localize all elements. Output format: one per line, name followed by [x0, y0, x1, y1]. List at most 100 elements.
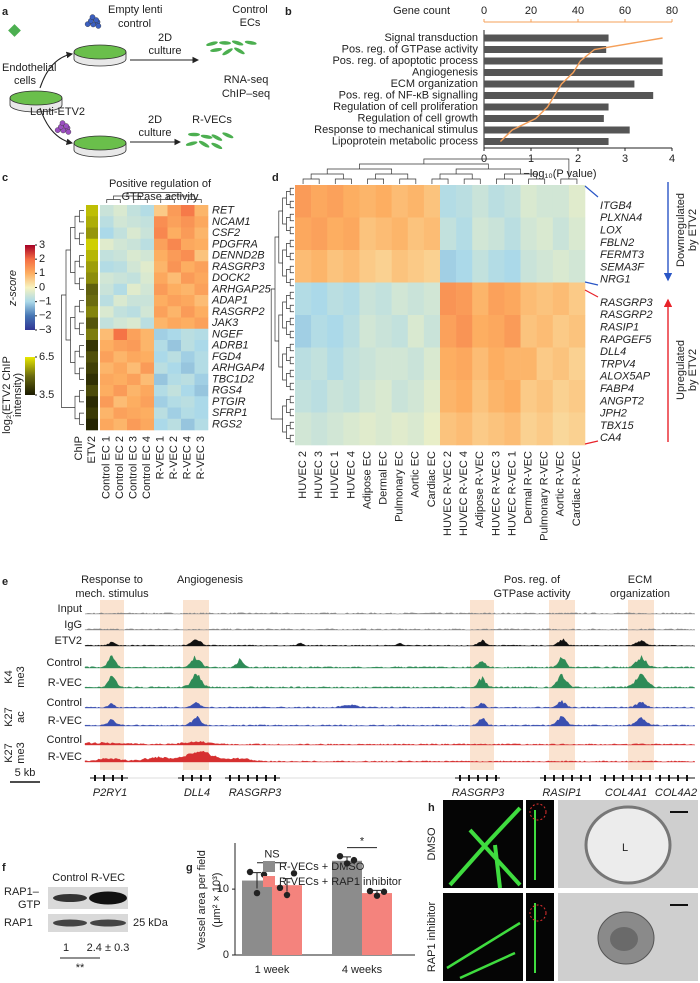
heatmap-cell	[113, 261, 128, 273]
heatmap-cell	[167, 283, 182, 296]
heatmap-cell	[100, 227, 114, 240]
heatmap-cell	[181, 373, 195, 386]
exon	[238, 775, 240, 781]
heatmap-cell	[100, 362, 114, 375]
heatmap-cell	[568, 380, 586, 413]
annotation-cell	[86, 328, 98, 341]
schematic-text: RNA-seq	[224, 74, 269, 86]
heatmap-cell	[113, 396, 128, 408]
heatmap-cell	[113, 238, 128, 251]
heatmap-cell	[552, 412, 570, 446]
column-label: R-VEC 3	[195, 436, 207, 479]
heatmap-cell	[100, 373, 114, 386]
heatmap-cell	[520, 347, 537, 381]
heatmap-cell	[167, 227, 182, 240]
heatmap-cell	[423, 380, 441, 413]
exon	[668, 775, 670, 781]
heatmap-cell	[343, 412, 360, 446]
heatmap-cell	[181, 407, 195, 420]
track-label: Input	[58, 603, 82, 615]
heatmap-cell	[140, 205, 155, 217]
heatmap-cell	[194, 385, 209, 397]
heatmap-cell	[100, 306, 114, 318]
condition-label: RAP1 inhibitor	[426, 902, 438, 973]
column-label: HUVEC 4	[345, 451, 357, 499]
column-label: Control	[52, 872, 87, 884]
signal-track	[84, 612, 696, 615]
heatmap-cell	[154, 295, 168, 307]
group-label: K27	[3, 707, 15, 727]
signal-track	[84, 628, 696, 631]
heatmap-cell	[100, 328, 114, 341]
heatmap-cell	[113, 283, 128, 296]
heatmap-cell	[504, 412, 521, 446]
colorbar-tick-label: 3	[39, 239, 45, 251]
heatmap-cell	[154, 261, 168, 273]
arrow	[39, 51, 74, 89]
heatmap-cell	[472, 347, 489, 381]
heatmap-cell	[167, 328, 182, 341]
heatmap-cell	[552, 380, 570, 413]
heatmap-cell	[100, 418, 114, 431]
heatmap-cell	[536, 412, 554, 446]
heatmap-cell	[100, 385, 114, 397]
bar	[484, 115, 604, 122]
roi	[529, 803, 547, 821]
heatmap-cell	[440, 185, 457, 218]
signal-track	[84, 673, 696, 689]
heatmap-cell	[140, 227, 155, 240]
heatmap-cell	[154, 250, 168, 262]
exon	[274, 775, 276, 781]
region-label: ECM	[628, 574, 652, 586]
heatmap-cell	[167, 317, 182, 330]
row-label: RET	[212, 205, 235, 217]
data-point	[336, 852, 344, 860]
category-label: ECM organization	[391, 78, 478, 90]
heatmap-cell	[343, 185, 360, 218]
heatmap-cell	[167, 216, 182, 228]
heatmap-cell	[359, 380, 376, 413]
heatmap-cell	[194, 216, 209, 228]
category-label: Angiogenesis	[412, 66, 479, 78]
signal-track	[84, 699, 696, 709]
gene-label: FBLN2	[600, 237, 634, 249]
gene-label: TBX15	[600, 420, 635, 432]
heatmap-cell	[407, 380, 425, 413]
heatmap-cell	[536, 185, 554, 218]
gene-label: JPH2	[599, 408, 627, 420]
heatmap-cell	[127, 272, 141, 285]
heatmap-cell	[140, 396, 155, 408]
heatmap-cell	[552, 315, 570, 348]
data-point	[253, 889, 261, 897]
row-label: ADAP1	[211, 295, 248, 307]
heatmap-cell	[568, 412, 586, 446]
heatmap-cell	[440, 282, 457, 316]
column-label: Cardiac EC	[426, 451, 438, 507]
heatmap-cell	[407, 250, 425, 283]
column-label: HUVEC R-VEC 3	[490, 451, 502, 536]
heatmap-cell	[472, 412, 489, 446]
annotation-cell	[86, 238, 98, 251]
heatmap-cell	[127, 216, 141, 228]
track-label: IgG	[64, 619, 82, 631]
chart-title: Positive regulation of	[109, 178, 212, 190]
heatmap-cell	[391, 347, 409, 381]
schematic-text: ECs	[240, 17, 261, 29]
category-label: Lipoprotein metabolic process	[332, 135, 479, 147]
category-label: Regulation of cell proliferation	[333, 101, 478, 113]
schematic-text: culture	[148, 45, 181, 57]
heatmap-cell	[140, 407, 155, 420]
heatmap-cell	[311, 185, 328, 218]
gene-label: SEMA3F	[600, 261, 645, 273]
heatmap-cell	[456, 315, 473, 348]
gene-label: ANGPT2	[599, 395, 644, 407]
heatmap-cell	[552, 347, 570, 381]
heatmap-cell	[568, 185, 586, 218]
heatmap-cell	[140, 250, 155, 262]
heatmap-cell	[568, 282, 586, 316]
data-point	[380, 888, 388, 895]
exon	[677, 775, 679, 781]
heatmap-cell	[375, 347, 392, 381]
annotation-cell	[86, 373, 98, 386]
heatmap-cell	[295, 315, 312, 348]
